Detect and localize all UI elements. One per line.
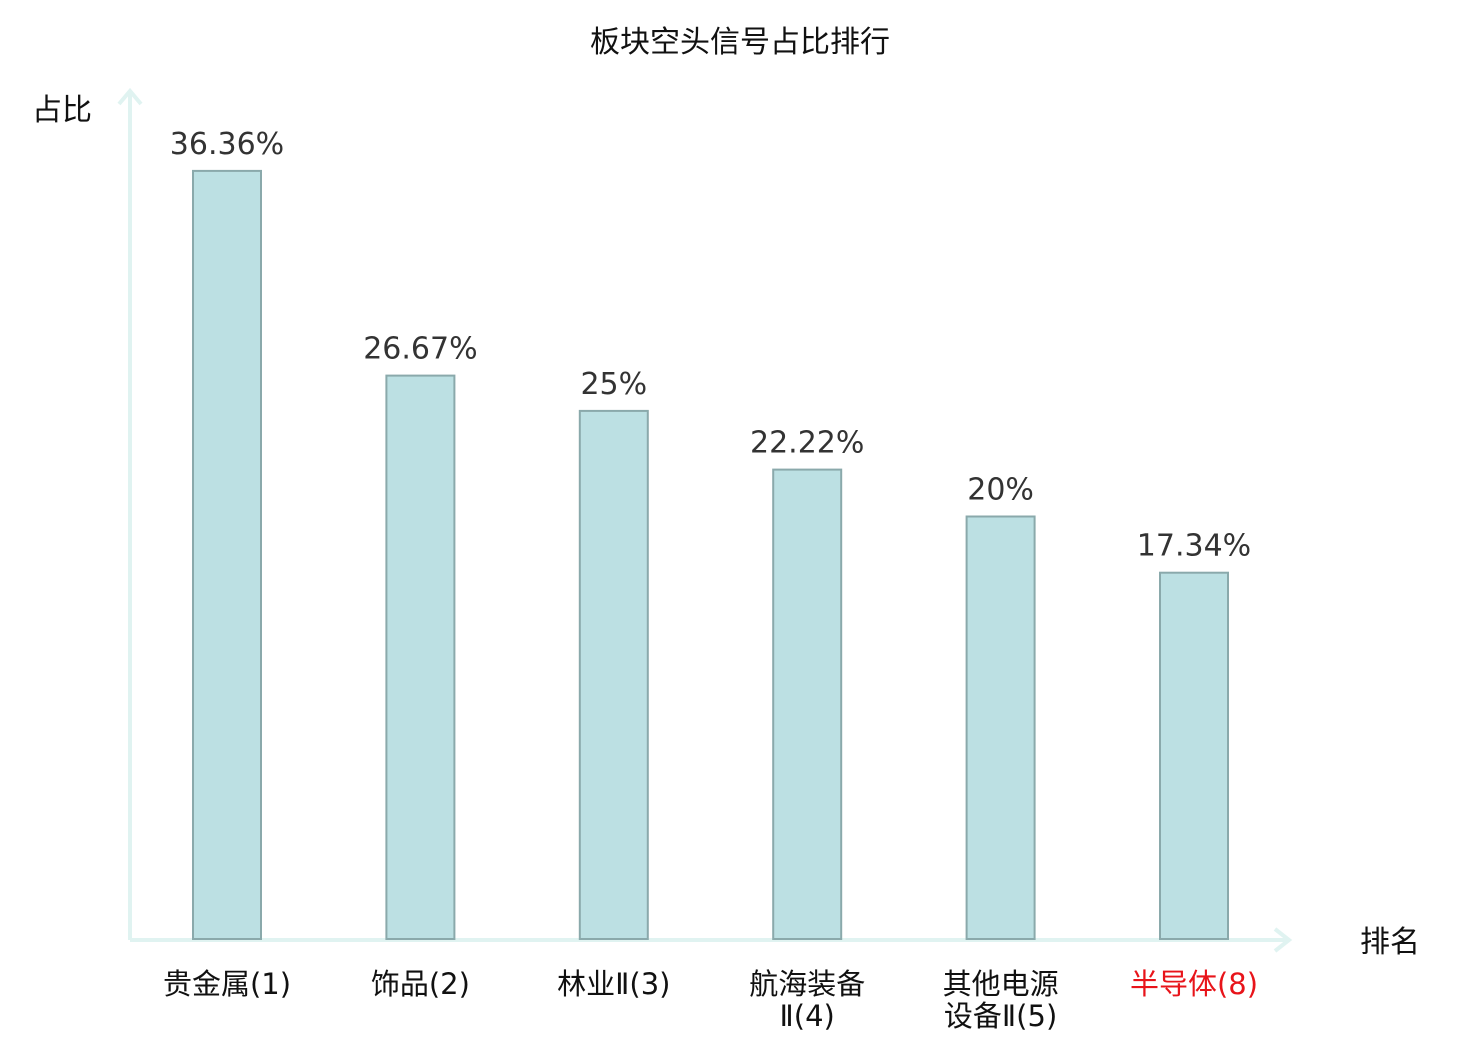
category-label-2: 饰品(2) xyxy=(371,967,470,1001)
category-label-3: 林业Ⅱ(3) xyxy=(557,967,670,1001)
bar-5 xyxy=(965,515,1036,940)
x-axis-label: 排名 xyxy=(1360,925,1420,960)
y-axis-label: 占比 xyxy=(32,93,92,128)
bars-group xyxy=(192,169,1229,941)
value-label-4: 22.22% xyxy=(750,426,864,461)
category-label-6: 半导体(8) xyxy=(1130,967,1258,1001)
category-label-4: 航海装备 Ⅱ(4) xyxy=(749,967,865,1033)
value-label-2: 26.67% xyxy=(363,332,477,367)
chart-title: 板块空头信号占比排行 xyxy=(590,25,890,60)
y-axis-arrow xyxy=(117,87,143,106)
bar-1 xyxy=(192,169,262,940)
bar-4 xyxy=(772,468,843,940)
value-label-6: 17.34% xyxy=(1137,529,1251,564)
bar-2 xyxy=(385,374,456,941)
x-axis-arrow xyxy=(1273,927,1293,953)
category-label-5: 其他电源设备Ⅱ(5) xyxy=(943,967,1059,1033)
category-labels-group: 贵金属(1) 饰品(2) 林业Ⅱ(3) 航海装备 Ⅱ(4) 其他电源设备Ⅱ(5) 半导体(8… xyxy=(163,967,1258,1033)
category-label-1: 贵金属(1) xyxy=(163,967,291,1001)
value-label-5: 20% xyxy=(967,473,1034,508)
bar-6 xyxy=(1159,571,1229,940)
value-labels-group: 36.36% 26.67% 25% 22.22% 20% 17.34% xyxy=(170,127,1251,564)
value-label-3: 25% xyxy=(580,367,647,402)
value-label-1: 36.36% xyxy=(170,127,284,162)
bar-3 xyxy=(578,409,649,940)
